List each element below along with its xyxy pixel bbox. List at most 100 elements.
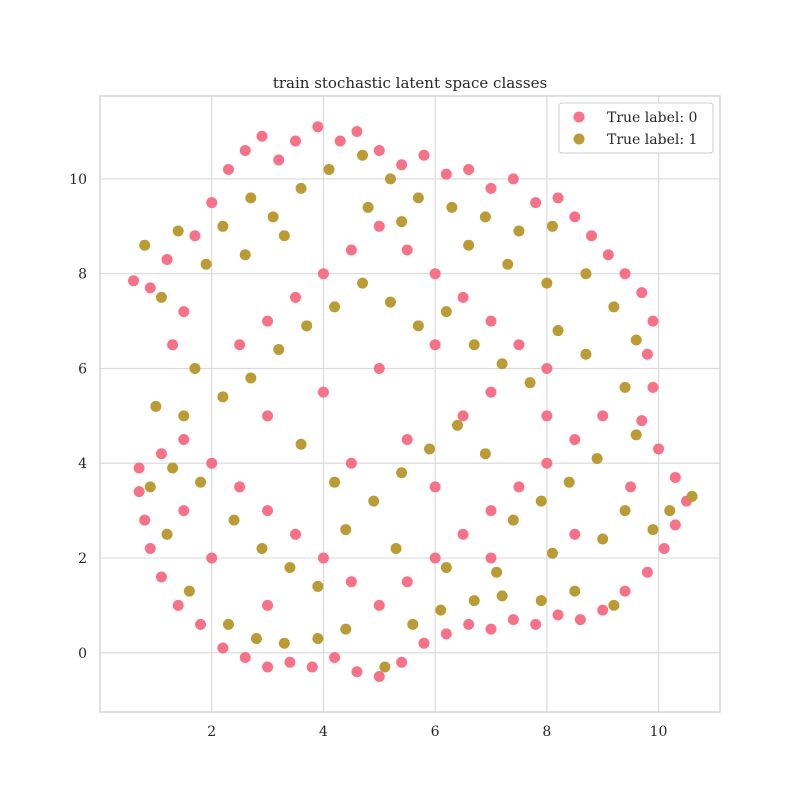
data-point	[312, 580, 324, 592]
data-point	[541, 410, 553, 422]
data-point	[429, 339, 441, 351]
data-point	[636, 415, 648, 427]
data-point	[189, 230, 201, 242]
data-point	[373, 220, 385, 232]
data-point	[457, 291, 469, 303]
data-point	[602, 249, 614, 261]
data-point	[546, 220, 558, 232]
y-tick-label: 2	[78, 551, 87, 567]
data-point	[608, 301, 620, 313]
data-point	[390, 543, 402, 555]
data-point	[496, 358, 508, 370]
data-point	[178, 505, 190, 517]
data-point	[641, 348, 653, 360]
grid	[100, 96, 720, 712]
data-point	[234, 339, 246, 351]
data-point	[658, 543, 670, 555]
data-point	[485, 505, 497, 517]
data-point	[429, 481, 441, 493]
data-point	[664, 505, 676, 517]
data-point	[228, 514, 240, 526]
data-point	[334, 135, 346, 147]
data-point	[429, 552, 441, 564]
series-0	[128, 121, 692, 682]
data-point	[569, 528, 581, 540]
data-point	[530, 197, 542, 209]
data-point	[418, 149, 430, 161]
data-point	[552, 192, 564, 204]
data-point	[301, 320, 313, 332]
legend-marker	[573, 111, 585, 123]
data-point	[429, 268, 441, 280]
data-point	[128, 275, 140, 287]
data-point	[329, 652, 341, 664]
data-point	[647, 315, 659, 327]
data-point	[552, 609, 564, 621]
data-point	[457, 528, 469, 540]
data-point	[507, 514, 519, 526]
data-point	[379, 661, 391, 673]
data-point	[401, 434, 413, 446]
data-point	[373, 362, 385, 374]
data-point	[563, 476, 575, 488]
data-point	[289, 528, 301, 540]
data-point	[541, 362, 553, 374]
data-point	[144, 481, 156, 493]
data-point	[373, 144, 385, 156]
plot-area	[100, 96, 720, 712]
data-point	[155, 571, 167, 583]
legend: True label: 0 True label: 1	[558, 102, 714, 154]
x-tick-label: 10	[650, 724, 668, 740]
data-point	[222, 618, 234, 630]
data-point	[569, 434, 581, 446]
y-tick-label: 10	[69, 172, 87, 188]
data-point	[513, 481, 525, 493]
data-point	[273, 344, 285, 356]
data-point	[485, 182, 497, 194]
x-tick-label: 2	[207, 724, 216, 740]
data-point	[345, 576, 357, 588]
data-point	[569, 585, 581, 597]
data-point	[155, 291, 167, 303]
data-point	[446, 201, 458, 213]
data-point	[485, 386, 497, 398]
data-point	[463, 618, 475, 630]
data-point	[412, 192, 424, 204]
data-point	[384, 296, 396, 308]
data-point	[144, 543, 156, 555]
data-point	[256, 130, 268, 142]
data-point	[479, 211, 491, 223]
legend-label: True label: 1	[607, 132, 697, 148]
data-point	[485, 552, 497, 564]
data-point	[619, 505, 631, 517]
data-point	[619, 381, 631, 393]
data-point	[569, 211, 581, 223]
data-point	[396, 159, 408, 171]
data-point	[206, 197, 218, 209]
data-point	[262, 505, 274, 517]
data-point	[133, 486, 145, 498]
data-point	[669, 519, 681, 531]
data-point	[580, 348, 592, 360]
data-point	[234, 481, 246, 493]
data-point	[239, 144, 251, 156]
data-point	[463, 239, 475, 251]
data-point	[200, 258, 212, 270]
data-point	[485, 315, 497, 327]
data-point	[195, 476, 207, 488]
data-point	[351, 666, 363, 678]
data-point	[295, 182, 307, 194]
data-point	[491, 566, 503, 578]
data-point	[317, 386, 329, 398]
data-point	[451, 419, 463, 431]
data-point	[172, 599, 184, 611]
x-tick-label: 4	[319, 724, 328, 740]
data-point	[167, 339, 179, 351]
data-point	[345, 244, 357, 256]
data-point	[524, 377, 536, 389]
data-point	[183, 585, 195, 597]
data-point	[312, 633, 324, 645]
data-point	[351, 126, 363, 138]
data-point	[468, 595, 480, 607]
data-point	[217, 220, 229, 232]
